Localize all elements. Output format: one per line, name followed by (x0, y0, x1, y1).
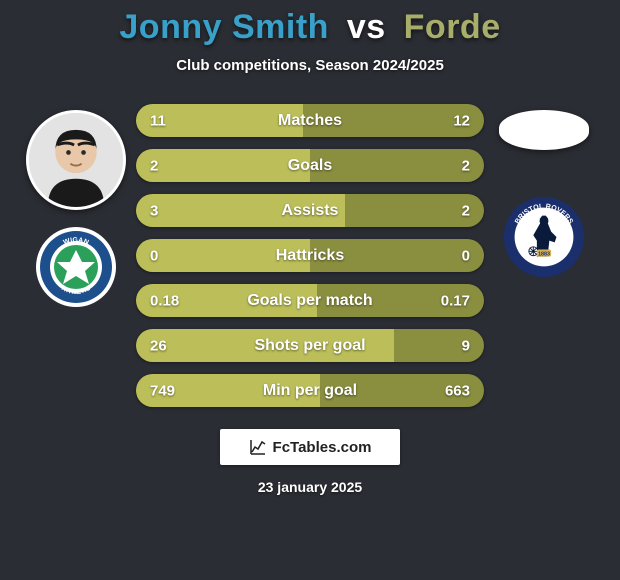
stat-label: Matches (278, 112, 342, 130)
stat-label: Min per goal (263, 382, 357, 400)
stat-left-value: 749 (150, 382, 175, 399)
stats-bars: 11 Matches 12 2 Goals 2 3 Assists 2 0 Ha… (136, 104, 484, 407)
comparison-body: WIGAN ATHLETIC 11 Matches 12 2 Goals 2 (0, 104, 620, 407)
person-icon (29, 113, 123, 207)
stat-label: Goals (288, 157, 332, 175)
vs-text: vs (347, 8, 386, 46)
player2-name: Forde (404, 8, 501, 46)
brand-text: FcTables.com (273, 439, 372, 456)
player1-column: WIGAN ATHLETIC (16, 104, 136, 308)
stat-right-value: 9 (462, 337, 470, 354)
date-text: 23 january 2025 (258, 479, 362, 495)
chart-icon (249, 438, 267, 456)
stat-label: Hattricks (276, 247, 344, 265)
player1-name: Jonny Smith (119, 8, 329, 46)
stat-right-value: 0.17 (441, 292, 470, 309)
stat-right-value: 12 (453, 112, 470, 129)
stat-left-value: 0.18 (150, 292, 179, 309)
stat-row: 0.18 Goals per match 0.17 (136, 284, 484, 317)
stat-row: 749 Min per goal 663 (136, 374, 484, 407)
stat-row: 0 Hattricks 0 (136, 239, 484, 272)
stat-left-value: 2 (150, 157, 158, 174)
player2-column: BRISTOL ROVERS F.C. 1883 (484, 104, 604, 278)
player1-club-badge: WIGAN ATHLETIC (35, 226, 117, 308)
player2-club-badge: BRISTOL ROVERS F.C. 1883 (503, 196, 585, 278)
player1-avatar (26, 110, 126, 210)
stat-left-value: 0 (150, 247, 158, 264)
subtitle: Club competitions, Season 2024/2025 (176, 57, 444, 74)
stat-row: 2 Goals 2 (136, 149, 484, 182)
stat-left-value: 26 (150, 337, 167, 354)
comparison-title: Jonny Smith vs Forde (119, 8, 500, 47)
stat-right-value: 2 (462, 202, 470, 219)
brand-badge: FcTables.com (220, 429, 400, 465)
badge-year: 1883 (538, 251, 550, 257)
stat-row: 11 Matches 12 (136, 104, 484, 137)
stat-right-value: 2 (462, 157, 470, 174)
svg-text:F.C.: F.C. (538, 260, 551, 268)
wigan-badge-icon: WIGAN ATHLETIC (35, 226, 117, 308)
stat-right-value: 663 (445, 382, 470, 399)
stat-row: 26 Shots per goal 9 (136, 329, 484, 362)
stat-right-value: 0 (462, 247, 470, 264)
stat-left-value: 3 (150, 202, 158, 219)
stat-label: Shots per goal (254, 337, 365, 355)
stat-label: Assists (282, 202, 339, 220)
player2-avatar (499, 110, 589, 150)
stat-row: 3 Assists 2 (136, 194, 484, 227)
stat-fill (136, 149, 310, 182)
stat-label: Goals per match (247, 292, 372, 310)
stat-left-value: 11 (150, 112, 166, 129)
bristol-rovers-badge-icon: BRISTOL ROVERS F.C. 1883 (503, 191, 585, 283)
